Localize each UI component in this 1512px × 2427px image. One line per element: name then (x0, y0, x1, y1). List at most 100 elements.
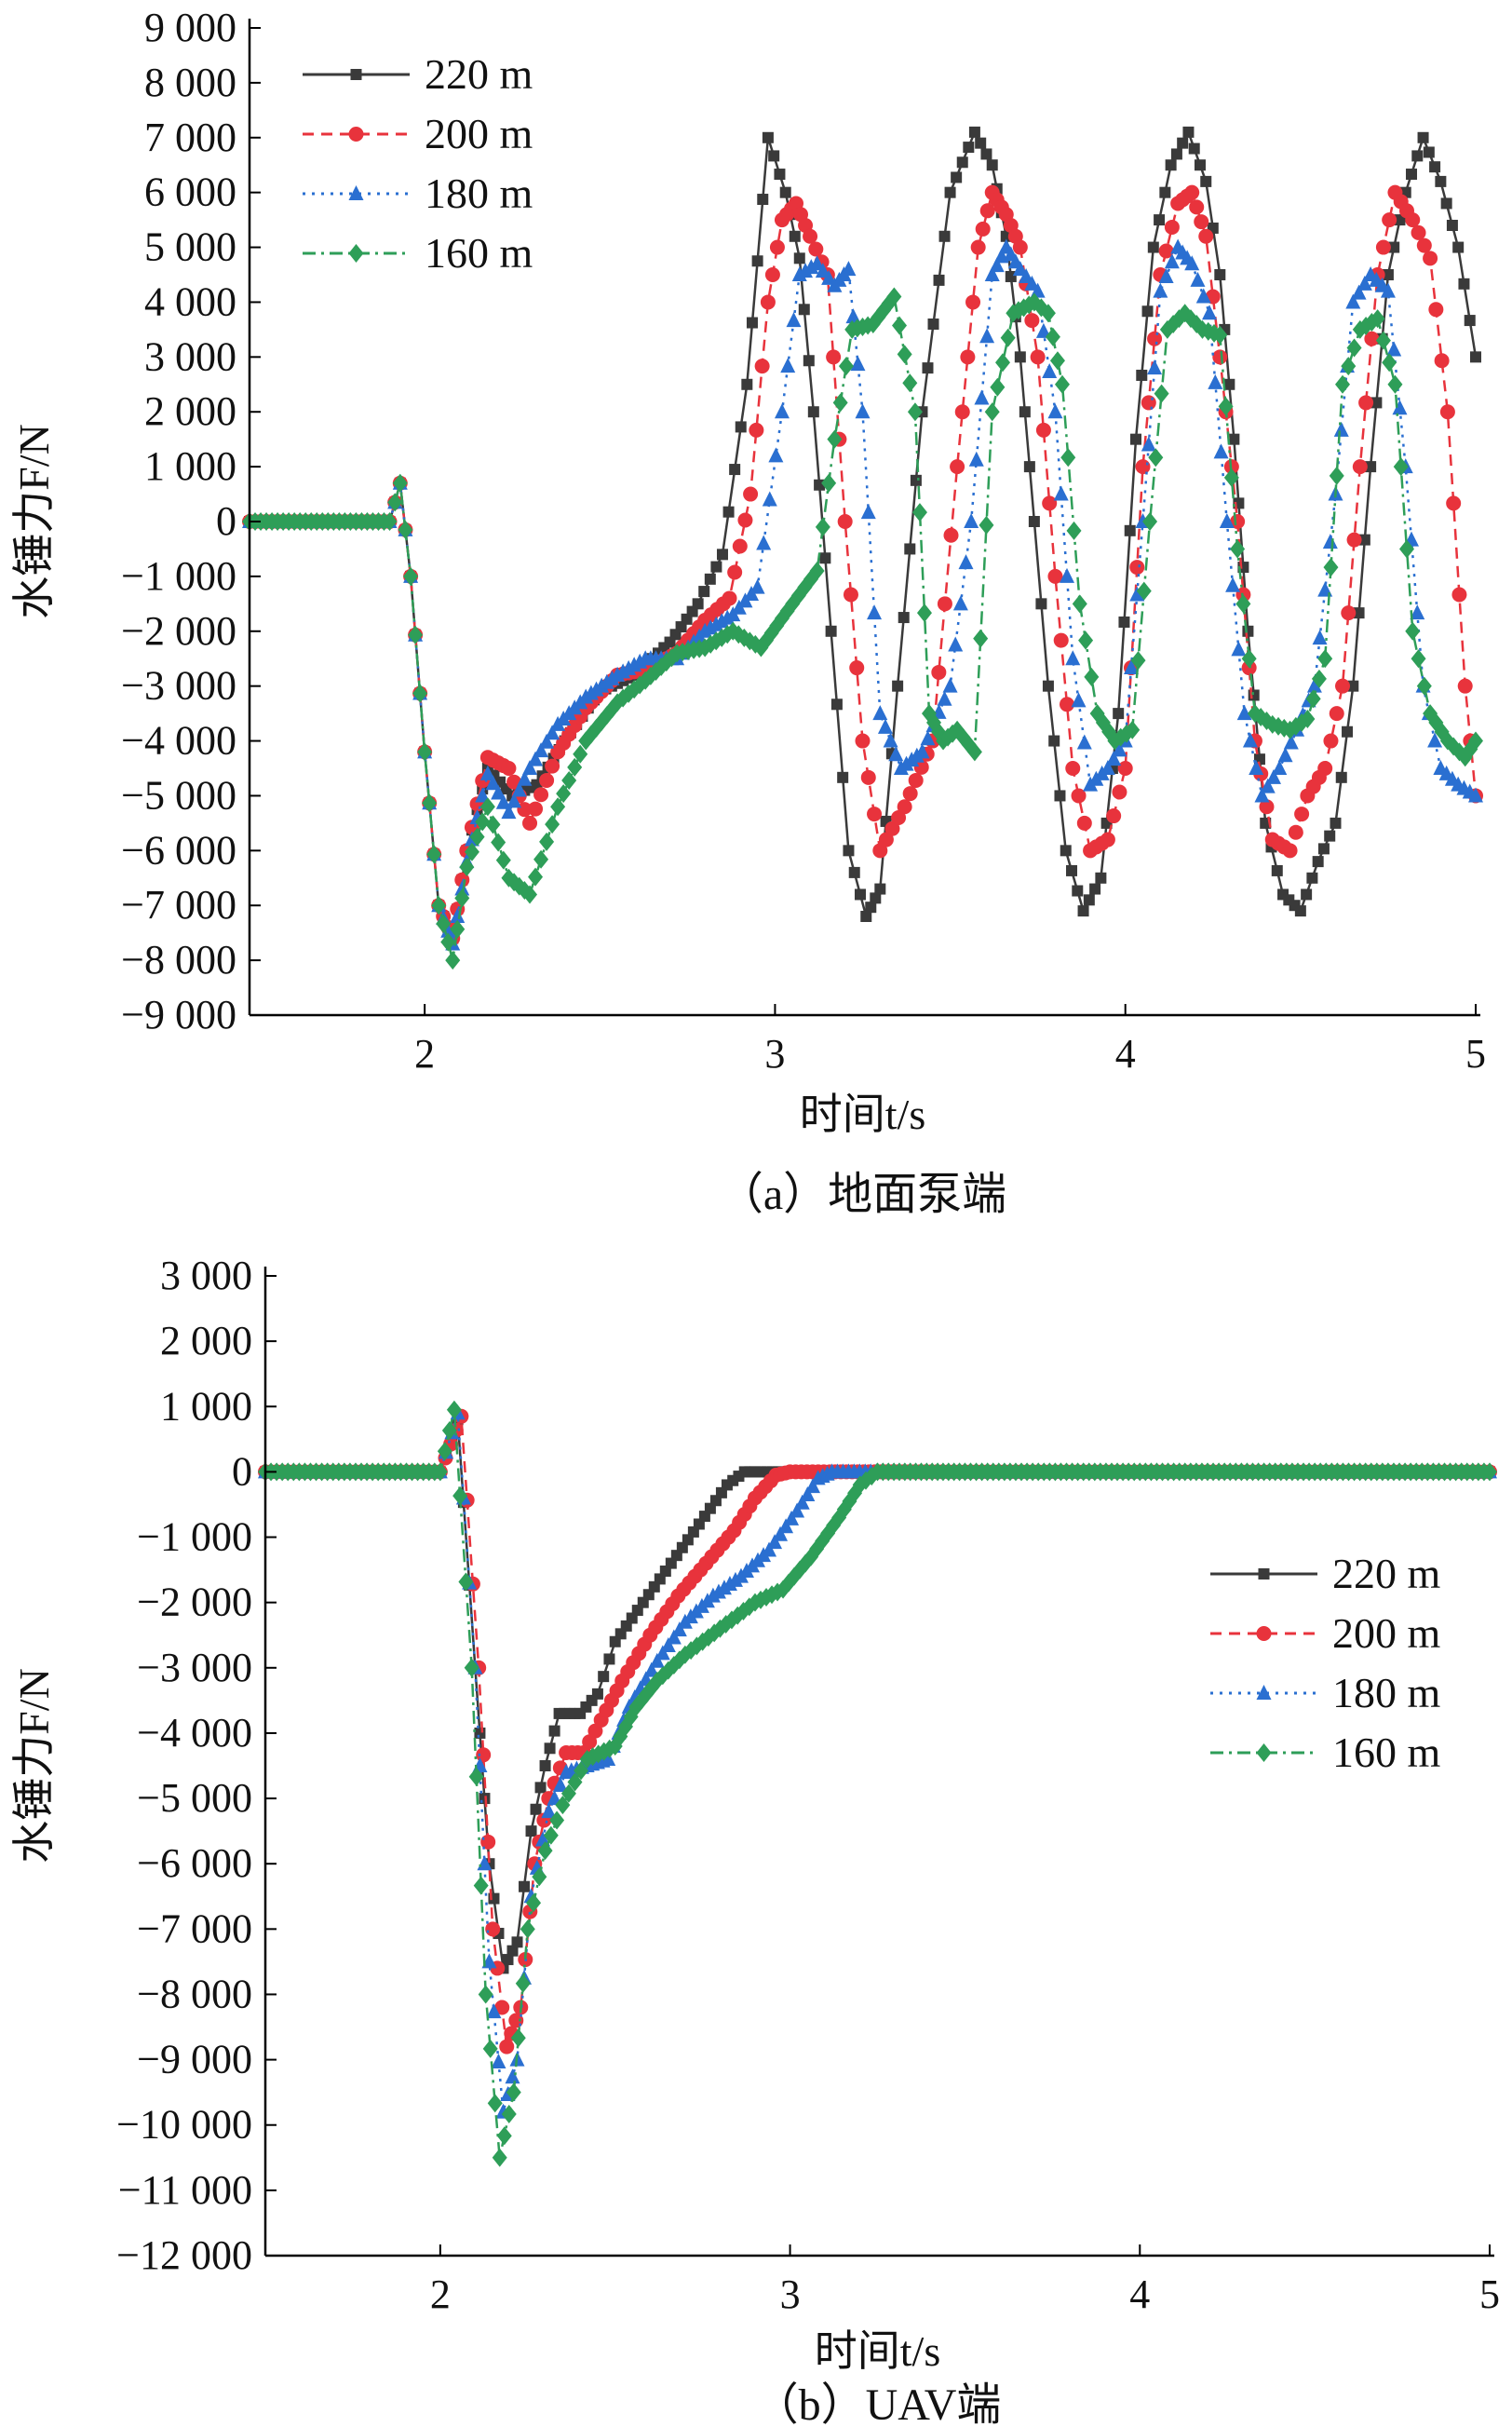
data-point (1182, 126, 1195, 138)
data-point (886, 287, 902, 306)
data-point (587, 1723, 603, 1739)
series-180-m (242, 238, 1483, 951)
data-point (1164, 219, 1180, 235)
data-point (722, 590, 737, 606)
data-point (1042, 495, 1058, 511)
data-point (1136, 369, 1148, 381)
panel-a-axes: 9 000 8 000 7 000 6 000 5 000 4 000 3 000 2 000… (121, 5, 1486, 1077)
data-point (1141, 395, 1156, 411)
data-point (1231, 641, 1247, 657)
data-point (573, 744, 588, 764)
data-point (1014, 351, 1026, 363)
data-point (1482, 1462, 1497, 1482)
y-tick-label: 3 000 (144, 333, 236, 379)
panel-a-chart: 9 000 8 000 7 000 6 000 5 000 4 000 3 000 2 000… (10, 5, 1486, 1219)
legend-label: 200 m (1332, 1609, 1441, 1657)
data-point (1053, 485, 1069, 501)
data-point (804, 1478, 820, 1494)
data-point (1213, 443, 1229, 459)
data-point (1184, 255, 1200, 271)
data-point (1428, 302, 1444, 318)
data-point (1235, 594, 1251, 614)
data-point (1060, 697, 1074, 712)
data-point (539, 772, 555, 788)
data-point (878, 832, 894, 847)
data-point (541, 1803, 557, 1819)
data-point (854, 888, 866, 901)
data-point (1416, 676, 1432, 696)
legend-marker (1256, 1685, 1272, 1700)
legend-marker (348, 127, 364, 142)
data-point (440, 922, 456, 938)
data-point (1047, 568, 1063, 584)
data-point (872, 843, 888, 859)
data-point (1375, 239, 1391, 255)
data-point (1071, 788, 1087, 804)
data-point (1458, 278, 1470, 290)
data-point (968, 451, 984, 467)
data-point (914, 743, 930, 759)
y-tick-label: −6 000 (137, 1840, 252, 1886)
data-point (539, 1760, 551, 1771)
data-point (1323, 558, 1339, 577)
data-point (1072, 885, 1084, 897)
data-point (1405, 621, 1421, 641)
data-point (539, 832, 555, 851)
data-point (1388, 241, 1400, 253)
data-point (1429, 161, 1441, 173)
data-point (485, 815, 501, 834)
data-point (537, 1841, 553, 1861)
data-point (779, 186, 791, 198)
data-point (454, 872, 470, 888)
data-point (1147, 331, 1163, 346)
y-tick-label: 2 000 (144, 388, 236, 434)
data-point (598, 1671, 610, 1683)
data-point (1294, 807, 1310, 822)
legend-label: 160 m (425, 229, 533, 277)
data-point (1042, 363, 1058, 379)
data-point (990, 377, 1006, 397)
data-point (1158, 243, 1174, 259)
data-point (412, 684, 428, 703)
data-point (931, 664, 947, 680)
data-point (1208, 373, 1223, 389)
data-point (780, 358, 796, 373)
y-tick-label: 8 000 (144, 60, 236, 105)
data-point (1322, 534, 1338, 549)
data-point (850, 356, 866, 372)
data-point (749, 422, 764, 438)
data-point (526, 1893, 542, 1913)
data-point (1386, 341, 1402, 357)
data-point (870, 892, 882, 904)
data-point (784, 1510, 800, 1525)
series-200-m (242, 184, 1483, 946)
data-point (1427, 732, 1443, 748)
legend-marker (348, 185, 364, 200)
data-point (1035, 322, 1051, 338)
data-point (704, 573, 716, 585)
data-point (884, 820, 900, 836)
data-point (1382, 269, 1394, 280)
data-point (1019, 267, 1034, 283)
data-point (555, 1796, 571, 1815)
data-point (426, 845, 442, 864)
series-160-m (258, 1400, 1497, 2167)
data-point (768, 447, 784, 463)
data-point (855, 403, 871, 419)
data-point (475, 812, 491, 832)
data-point (1283, 734, 1299, 750)
data-point (1228, 433, 1240, 445)
data-point (502, 1954, 514, 1966)
data-point (963, 142, 975, 154)
data-point (1365, 461, 1377, 473)
data-point (1045, 327, 1060, 346)
data-point (517, 802, 533, 818)
data-point (1113, 708, 1125, 720)
data-point (1212, 349, 1228, 365)
panel-b-chart: 3 000 2 000 1 000 0 −1 000 −2 000 −3 000 −4 000… (10, 1253, 1500, 2427)
data-point (1024, 313, 1040, 329)
data-point (948, 636, 964, 652)
data-point (666, 1629, 682, 1645)
data-point (1129, 560, 1145, 576)
